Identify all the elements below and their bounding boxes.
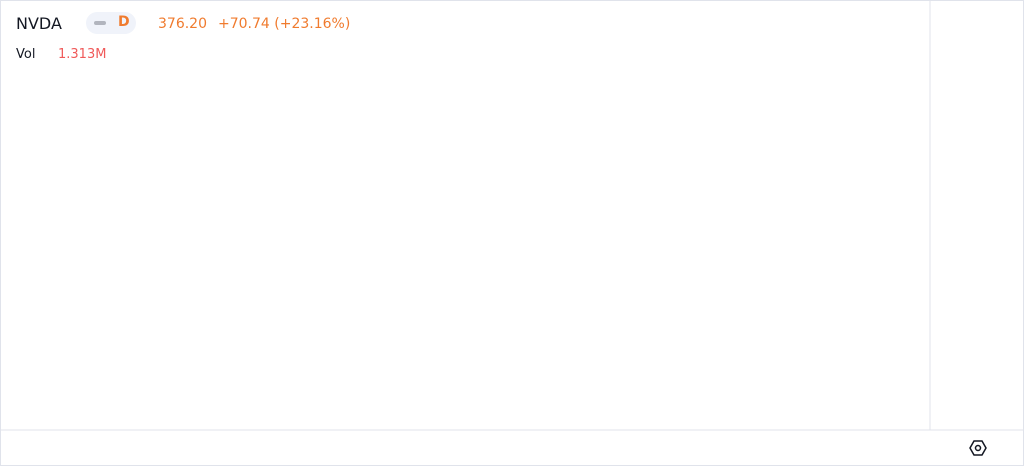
symbol[interactable]: NVDA	[16, 14, 62, 33]
volume-title: Vol	[16, 47, 36, 62]
settings-icon[interactable]	[969, 440, 987, 456]
interval: D	[118, 14, 130, 30]
change: +70.74 (+23.16%)	[218, 16, 351, 32]
last-value: 376.20	[158, 16, 207, 32]
settings-shape	[969, 440, 987, 456]
settings-dot	[974, 444, 982, 452]
pill-dash	[94, 21, 106, 25]
volume-value: 1.313M	[58, 47, 107, 62]
interval-pill[interactable]: D	[86, 12, 136, 34]
